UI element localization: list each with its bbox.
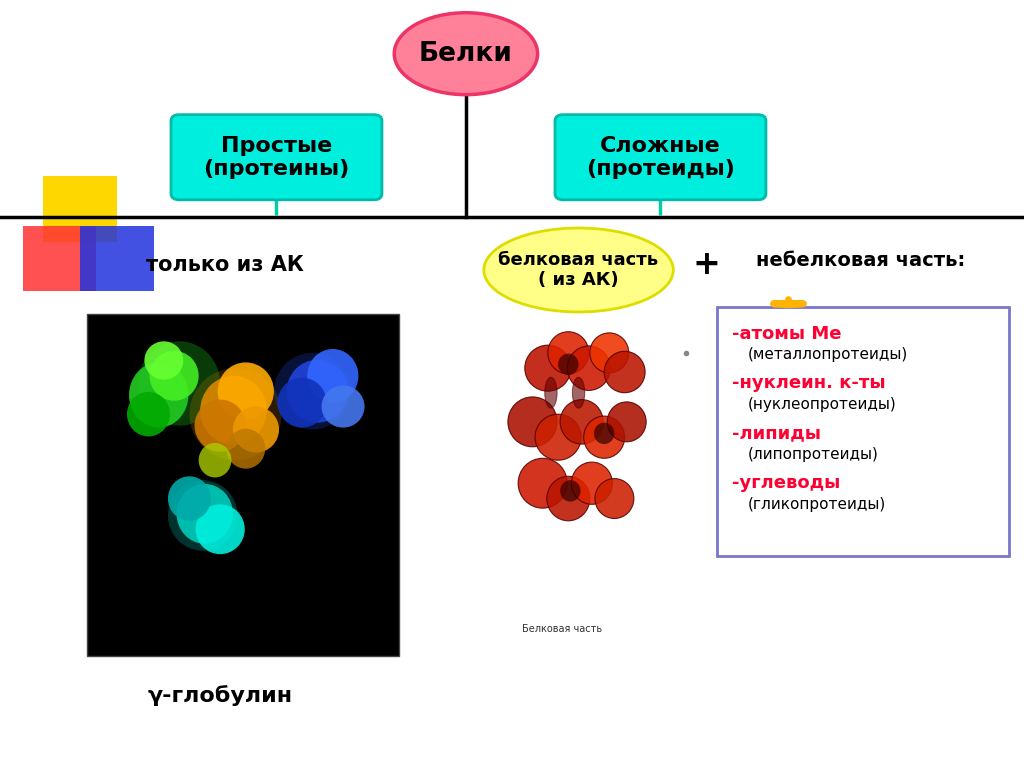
FancyBboxPatch shape <box>717 307 1009 556</box>
Ellipse shape <box>274 353 350 430</box>
Ellipse shape <box>129 363 188 428</box>
Ellipse shape <box>226 429 265 469</box>
Ellipse shape <box>584 416 625 459</box>
Ellipse shape <box>233 407 279 453</box>
Text: -атомы Ме: -атомы Ме <box>732 324 842 343</box>
Ellipse shape <box>536 414 582 460</box>
Text: Белки: Белки <box>419 41 513 67</box>
Ellipse shape <box>127 392 170 436</box>
Ellipse shape <box>196 505 245 554</box>
Ellipse shape <box>548 331 589 374</box>
Ellipse shape <box>195 400 246 452</box>
Ellipse shape <box>594 423 614 444</box>
Ellipse shape <box>560 480 581 502</box>
Ellipse shape <box>595 479 634 518</box>
Ellipse shape <box>322 386 365 428</box>
Text: небелковая часть:: небелковая часть: <box>756 252 965 270</box>
Text: -липиды: -липиды <box>732 424 821 443</box>
Text: -углеводы: -углеводы <box>732 474 841 492</box>
Text: (гликопротеиды): (гликопротеиды) <box>748 497 886 512</box>
Ellipse shape <box>545 377 557 408</box>
FancyBboxPatch shape <box>171 114 382 199</box>
Text: Сложные
(протеиды): Сложные (протеиды) <box>586 136 735 179</box>
Text: +: + <box>692 248 721 281</box>
Text: (нуклеопротеиды): (нуклеопротеиды) <box>748 397 896 413</box>
FancyBboxPatch shape <box>23 226 96 291</box>
Ellipse shape <box>189 368 282 460</box>
Ellipse shape <box>508 397 557 446</box>
Text: γ-глобулин: γ-глобулин <box>147 685 293 706</box>
Ellipse shape <box>138 341 220 426</box>
Ellipse shape <box>307 349 358 403</box>
Ellipse shape <box>278 377 327 428</box>
Text: (липопротеиды): (липопротеиды) <box>748 447 879 463</box>
Ellipse shape <box>150 351 199 400</box>
Ellipse shape <box>201 376 266 445</box>
Text: -нуклеин. к-ты: -нуклеин. к-ты <box>732 374 886 393</box>
Text: Белковая часть: Белковая часть <box>522 624 602 634</box>
Ellipse shape <box>567 346 610 390</box>
FancyBboxPatch shape <box>80 226 154 291</box>
Text: Простые
(протеины): Простые (протеины) <box>204 136 349 179</box>
Ellipse shape <box>571 462 612 505</box>
Ellipse shape <box>560 400 603 444</box>
Ellipse shape <box>525 345 571 391</box>
FancyBboxPatch shape <box>555 114 766 199</box>
Ellipse shape <box>547 476 590 521</box>
Ellipse shape <box>607 402 646 442</box>
Ellipse shape <box>483 228 674 312</box>
Text: белковая часть
( из АК): белковая часть ( из АК) <box>499 251 658 289</box>
FancyBboxPatch shape <box>43 176 117 242</box>
Ellipse shape <box>217 363 274 420</box>
Ellipse shape <box>177 484 233 544</box>
Ellipse shape <box>604 351 645 393</box>
Ellipse shape <box>168 476 211 521</box>
Ellipse shape <box>144 341 183 380</box>
Ellipse shape <box>558 354 579 375</box>
Ellipse shape <box>590 333 629 373</box>
Text: (металлопротеиды): (металлопротеиды) <box>748 347 907 362</box>
Ellipse shape <box>199 443 231 477</box>
FancyBboxPatch shape <box>87 314 399 656</box>
Ellipse shape <box>168 480 238 551</box>
Text: только из АК: только из АК <box>146 255 304 275</box>
Ellipse shape <box>518 458 567 508</box>
Ellipse shape <box>287 360 348 423</box>
Ellipse shape <box>394 13 538 94</box>
Ellipse shape <box>572 377 585 408</box>
